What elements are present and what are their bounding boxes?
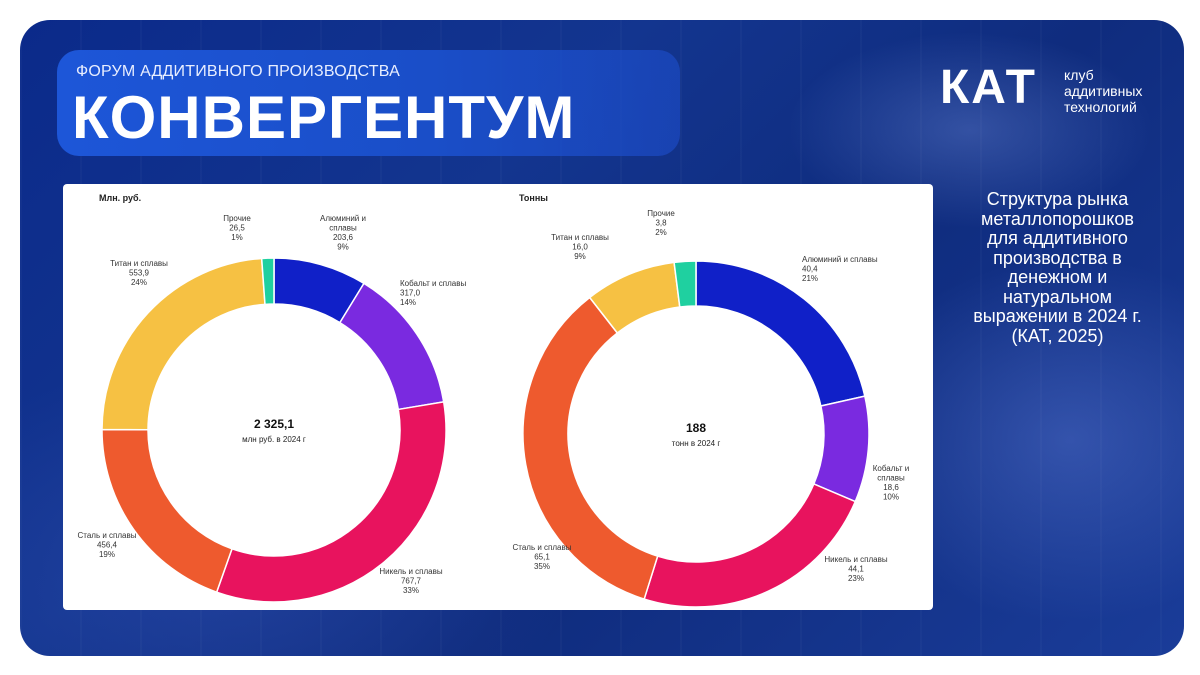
kat-logo: КАТ [940,61,1037,114]
slice-label-name: Кобальт и [873,464,910,473]
slice-label-name: Прочие [647,209,675,218]
slice-label-value: 26,5 [229,224,245,233]
center-label: млн руб. в 2024 г [242,435,306,444]
title-banner [57,50,680,156]
slice-label-name: Титан и сплавы [551,233,609,242]
slice-label-name: Сталь и сплавы [78,531,137,540]
slice-label-value: 3,8 [655,219,667,228]
slice-label-percent: 19% [99,550,115,559]
slice-label-value: 456,4 [97,541,118,550]
slice-label-percent: 14% [400,298,416,307]
slice-aluminum [695,260,866,407]
slice-label-name: Кобальт и сплавы [400,279,466,288]
slice-label-value: 767,7 [401,577,422,586]
slice-nickel [643,482,857,608]
description-line: выражении в 2024 г. [973,306,1142,326]
slice-label-percent: 9% [337,243,349,252]
slice-label-percent: 35% [534,562,550,571]
slice-other [673,260,697,308]
description-line: для аддитивного [987,228,1128,248]
slice-label-value: 44,1 [848,565,864,574]
description-line: Структура рынка [986,189,1129,209]
chart-title: Млн. руб. [99,193,141,203]
slice-nickel [215,401,447,603]
logo-caption-line: аддитивных [1064,83,1143,99]
slice-steel [522,296,659,601]
slice-label-value: 203,6 [333,233,354,242]
slice-label-percent: 1% [231,233,243,242]
description-line: денежном и [1007,267,1108,287]
slice-label-name: Сталь и сплавы [513,543,572,552]
slice-titanium [101,257,266,431]
chart-title: Тонны [519,193,548,203]
slice-label-value: 16,0 [572,243,588,252]
logo-caption-line: клуб [1064,67,1094,83]
center-label: тонн в 2024 г [672,439,721,448]
slice-label-name: Никель и сплавы [824,555,887,564]
logo-caption-line: технологий [1064,99,1137,115]
slice-label-value: 553,9 [129,269,150,278]
slice-label-percent: 24% [131,278,147,287]
donut-charts: Млн. руб. 2 325,1 млн руб. в 2024 г Алюмини… [78,193,910,608]
logo-caption: клуб аддитивных технологий [1064,67,1142,115]
description-line: производства в [993,247,1122,268]
slice-cobalt [338,282,445,411]
slice-label-name: сплавы [329,224,357,233]
slice-label-name: сплавы [877,474,905,483]
slice-label-name: Алюминий и сплавы [802,255,878,264]
slice-label-name: Алюминий и [320,214,366,223]
slice-label-percent: 2% [655,228,667,237]
forum-label: ФОРУМ АДДИТИВНОГО ПРОИЗВОДСТВА [76,63,400,80]
slice-label-percent: 10% [883,493,899,502]
slice-label-value: 40,4 [802,265,818,274]
slice-label-name: Никель и сплавы [379,567,442,576]
description-line: металлопорошков [981,208,1134,229]
chart-panel: Млн. руб. 2 325,1 млн руб. в 2024 г Алюмини… [63,184,933,610]
slice-label-value: 18,6 [883,483,899,492]
slice-cobalt [812,395,870,503]
slice-label-name: Прочие [223,214,251,223]
slice-other [260,257,275,306]
slice-label-percent: 23% [848,574,864,583]
slice-label-percent: 33% [403,586,419,595]
slice-steel [101,428,233,594]
center-value: 2 325,1 [254,417,294,431]
slice-label-value: 65,1 [534,553,550,562]
slice-label-value: 317,0 [400,289,421,298]
chart-description: Структура рынка металлопорошков для адди… [950,189,1165,346]
forum-title: КОНВЕРГЕНТУМ [72,84,576,151]
slice-label-percent: 21% [802,274,818,283]
description-line: (КАТ, 2025) [1011,325,1104,346]
slice-label-name: Титан и сплавы [110,259,168,268]
description-line: натуральном [1002,286,1113,307]
slice-label-percent: 9% [574,252,586,261]
center-value: 188 [686,421,706,435]
